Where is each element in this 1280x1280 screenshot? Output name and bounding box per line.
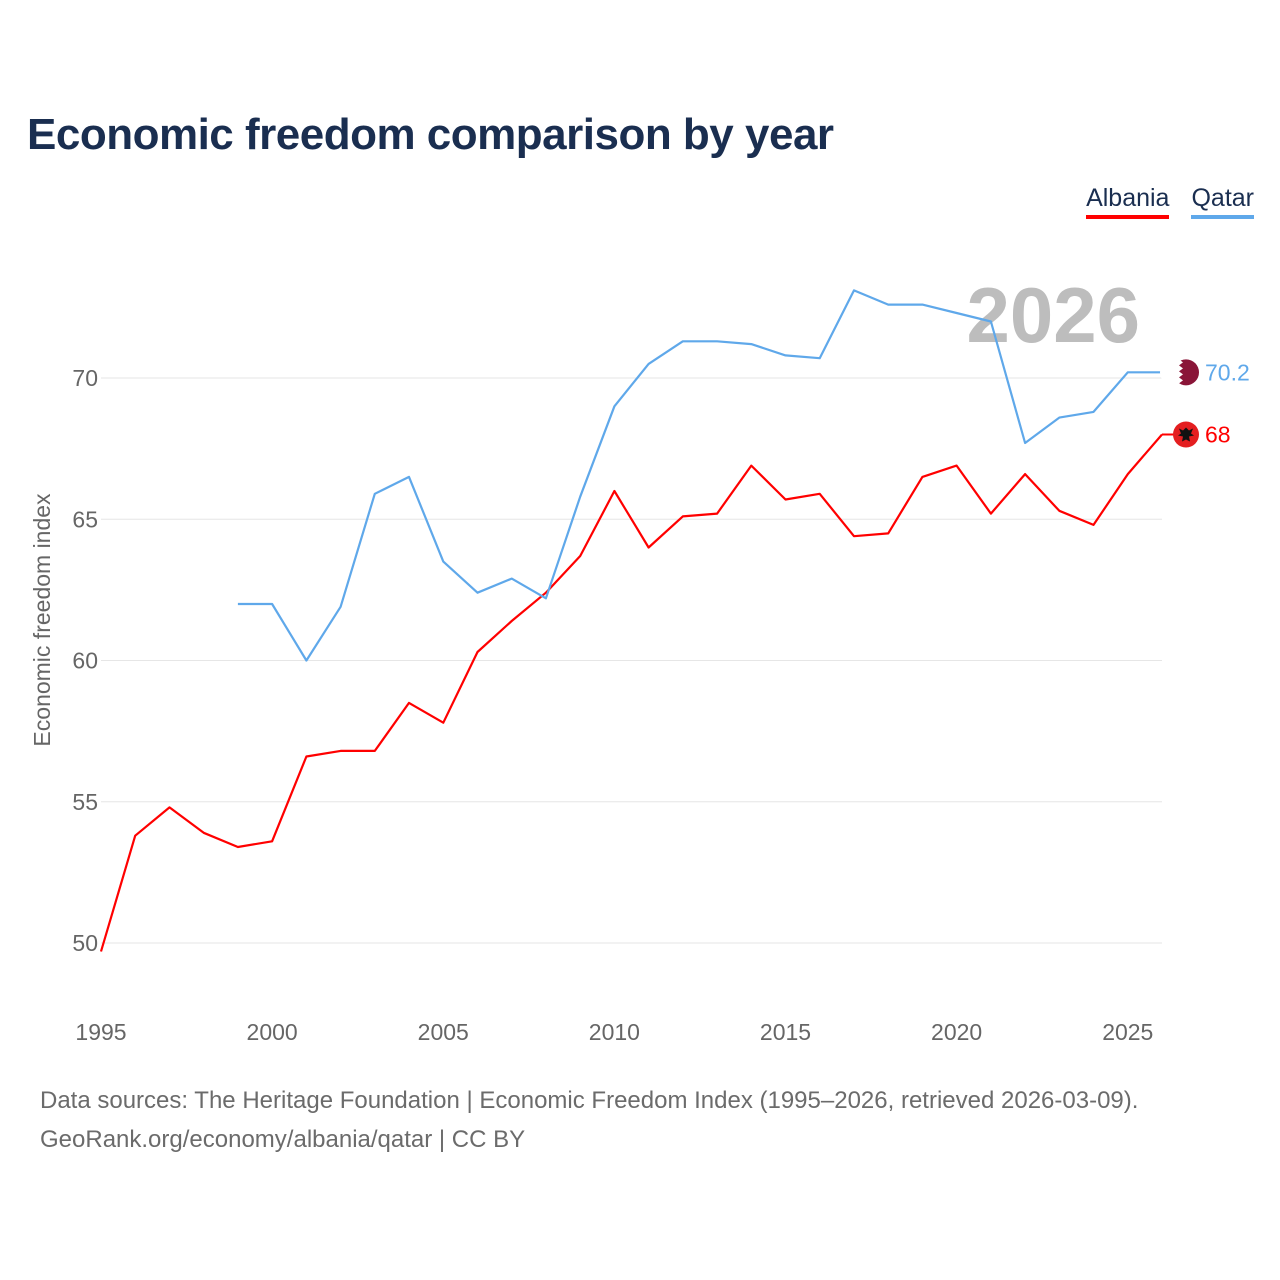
x-tick-label: 2010 [589,1019,640,1045]
albania-eagle-icon [1178,427,1194,442]
legend-item-albania[interactable]: Albania [1086,184,1170,219]
x-tick-label: 1995 [75,1019,126,1045]
y-tick-label: 55 [72,789,98,815]
x-tick-label: 2000 [247,1019,298,1045]
y-tick-label: 65 [72,506,98,532]
end-value-label-albania: 68 [1205,422,1231,448]
y-axis-label: Economic freedom index [29,493,55,747]
y-tick-label: 50 [72,930,98,956]
chart-title: Economic freedom comparison by year [27,110,834,159]
series-line-qatar [237,289,1162,662]
end-value-label-qatar: 70.2 [1205,359,1250,385]
y-tick-label: 70 [72,365,98,391]
legend: Albania Qatar [1086,184,1254,219]
footer-attribution[interactable]: GeoRank.org/economy/albania/qatar | CC B… [40,1126,526,1153]
series-line-albania [99,433,1163,952]
legend-item-qatar[interactable]: Qatar [1191,184,1254,219]
x-tick-label: 2020 [931,1019,982,1045]
x-tick-label: 2005 [418,1019,469,1045]
x-tick-label: 2015 [760,1019,811,1045]
y-tick-label: 60 [72,648,98,674]
year-watermark: 2026 [966,271,1140,359]
footer-sources: Data sources: The Heritage Foundation | … [40,1087,1139,1114]
qatar-flag-stripe [1160,359,1183,386]
x-tick-label: 2025 [1102,1019,1153,1045]
